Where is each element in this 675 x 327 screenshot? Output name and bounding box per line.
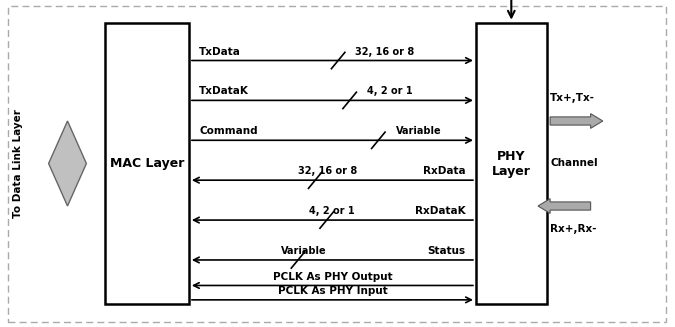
FancyBboxPatch shape [105, 23, 189, 304]
Text: PCLK As PHY Output: PCLK As PHY Output [273, 271, 392, 282]
Text: 32, 16 or 8: 32, 16 or 8 [298, 166, 357, 176]
Text: TxDataK: TxDataK [199, 86, 249, 96]
Text: RxData: RxData [423, 166, 466, 176]
Text: Variable: Variable [396, 126, 441, 136]
Text: 32, 16 or 8: 32, 16 or 8 [355, 46, 414, 57]
Text: Variable: Variable [281, 246, 327, 256]
Text: RxDataK: RxDataK [415, 206, 466, 216]
Text: TxData: TxData [199, 46, 241, 57]
Text: Status: Status [428, 246, 466, 256]
FancyArrow shape [538, 198, 591, 214]
Text: PHY
Layer: PHY Layer [492, 149, 531, 178]
Text: 4, 2 or 1: 4, 2 or 1 [309, 206, 355, 216]
Text: To Data Link Layer: To Data Link Layer [13, 109, 22, 218]
FancyArrow shape [550, 114, 603, 128]
Text: 4, 2 or 1: 4, 2 or 1 [367, 86, 412, 96]
FancyBboxPatch shape [476, 23, 547, 304]
Polygon shape [49, 121, 86, 206]
Text: MAC Layer: MAC Layer [109, 157, 184, 170]
Text: Tx+,Tx-: Tx+,Tx- [550, 93, 595, 103]
Text: PCLK As PHY Input: PCLK As PHY Input [277, 286, 387, 296]
Text: Channel: Channel [550, 159, 598, 168]
Text: Rx+,Rx-: Rx+,Rx- [550, 224, 597, 234]
Text: Command: Command [199, 126, 258, 136]
